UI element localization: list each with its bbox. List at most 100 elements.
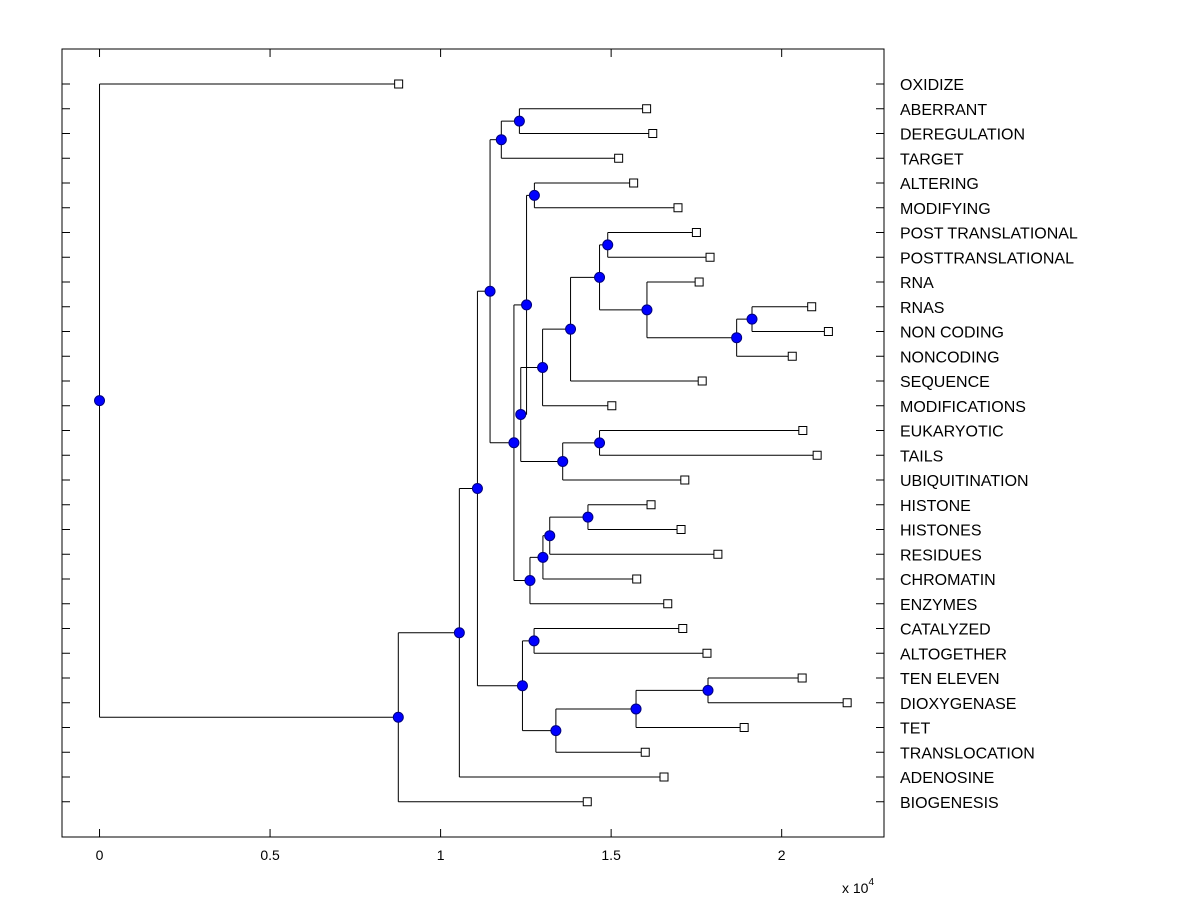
leaf-marker [680, 475, 690, 485]
node-marker [630, 703, 642, 715]
node-markers [94, 115, 758, 737]
leaf-marker [797, 673, 807, 683]
leaf-marker [798, 426, 808, 435]
leaf-label: MODIFYING [900, 201, 991, 218]
leaf-label: OXIDIZE [900, 77, 964, 94]
leaf-label: ALTERING [900, 176, 979, 193]
leaf-marker [807, 302, 817, 312]
x-tick-label: 1.5 [601, 847, 621, 863]
node-marker [508, 437, 520, 449]
node-marker [537, 361, 549, 373]
leaf-marker [739, 723, 749, 732]
leaf-marker [659, 772, 669, 782]
leaf-label: HISTONE [900, 498, 971, 515]
x-axis-multiplier: x 104 [842, 877, 874, 896]
leaf-label: HISTONES [900, 523, 982, 540]
leaf-marker [632, 574, 642, 584]
leaf-marker [394, 79, 404, 89]
dendrogram-links [99, 83, 848, 803]
leaf-label: CATALYZED [900, 622, 991, 639]
y-axis-ticks-right [876, 83, 884, 803]
leaf-marker [629, 178, 639, 188]
leaf-label: BIOGENESIS [900, 795, 999, 812]
leaf-label: ENZYMES [900, 597, 977, 614]
leaf-label: NON CODING [900, 325, 1004, 342]
leaf-marker [702, 648, 712, 658]
leaf-marker [582, 797, 592, 807]
node-marker [594, 437, 606, 449]
x-tick-label: 0.5 [260, 847, 280, 863]
leaf-marker [640, 747, 650, 757]
leaf-label: DIOXYGENASE [900, 696, 1016, 713]
leaf-label: RNA [900, 275, 934, 292]
node-marker [516, 680, 528, 692]
leaf-markers [394, 79, 852, 807]
leaf-label: CHROMATIN [900, 572, 996, 589]
leaf-label: DEREGULATION [900, 127, 1025, 144]
leaf-marker [787, 351, 797, 361]
x-tick-label: 2 [778, 847, 786, 863]
leaf-marker [663, 599, 673, 609]
node-marker [641, 304, 653, 316]
leaf-label: TEN ELEVEN [900, 671, 1000, 688]
node-marker [544, 530, 556, 542]
node-marker [594, 271, 606, 283]
leaf-marker [646, 500, 656, 510]
y-axis-ticks [62, 83, 70, 803]
leaf-marker [673, 203, 683, 213]
node-marker [702, 684, 714, 696]
leaf-marker [676, 525, 686, 534]
leaf-label: TARGET [900, 151, 964, 168]
leaf-marker [694, 277, 704, 287]
leaf-marker [607, 401, 617, 411]
node-marker [557, 455, 569, 467]
node-marker [528, 635, 540, 647]
plot-frame [61, 48, 885, 838]
x-tick-label: 0 [96, 847, 104, 863]
leaf-marker [642, 104, 652, 114]
leaf-marker [812, 450, 822, 460]
node-marker [471, 482, 483, 494]
leaf-marker [697, 376, 707, 386]
x-axis-multiplier-exponent: 4 [868, 877, 874, 888]
leaf-label: TRANSLOCATION [900, 745, 1035, 762]
node-marker [731, 332, 743, 344]
leaf-marker [614, 153, 624, 163]
x-axis-ticks: 0 0.5 1 1.5 2 [96, 49, 786, 863]
node-marker [537, 551, 549, 563]
leaf-label: POSTTRANSLATIONAL [900, 250, 1074, 267]
leaf-label: TAILS [900, 448, 943, 465]
leaf-label: ABERRANT [900, 102, 987, 119]
node-marker [550, 725, 562, 737]
leaf-marker [842, 698, 852, 708]
node-marker [392, 711, 404, 723]
leaf-label: EUKARYOTIC [900, 424, 1004, 441]
node-marker [528, 189, 540, 201]
node-marker [521, 299, 533, 311]
x-tick-label: 1 [437, 847, 445, 863]
node-marker [746, 313, 758, 325]
node-marker [515, 408, 527, 420]
node-marker [582, 511, 594, 523]
leaf-marker [678, 624, 688, 633]
leaf-label: ALTOGETHER [900, 646, 1007, 663]
leaf-marker [823, 327, 833, 336]
x-axis-multiplier-base: x 10 [842, 880, 869, 896]
node-marker [495, 134, 507, 146]
leaf-label: UBIQUITINATION [900, 473, 1029, 490]
node-marker [453, 627, 465, 639]
leaf-marker [648, 129, 658, 138]
leaf-marker [691, 228, 701, 237]
leaf-marker [713, 549, 723, 559]
leaf-label: RESIDUES [900, 547, 982, 564]
leaf-marker [705, 252, 715, 262]
leaf-labels: OXIDIZE ABERRANT DEREGULATION TARGET ALTERIN… [900, 77, 1078, 812]
node-marker [524, 575, 536, 587]
leaf-label: RNAS [900, 300, 944, 317]
node-marker [94, 395, 106, 407]
node-marker [602, 239, 614, 251]
node-marker [513, 115, 525, 127]
leaf-label: MODIFICATIONS [900, 399, 1026, 416]
leaf-label: POST TRANSLATIONAL [900, 226, 1078, 243]
